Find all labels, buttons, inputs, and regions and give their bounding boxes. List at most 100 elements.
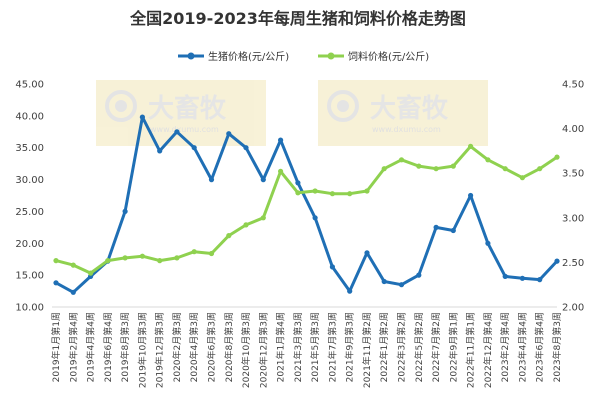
data-point [416,163,422,169]
data-point [105,258,111,264]
data-point [381,278,387,285]
data-point [70,289,76,295]
y-left-tick-label: 40.00 [15,111,44,122]
data-point [537,277,543,283]
x-tick-label: 2020年8月第3周 [223,312,235,382]
data-point [278,137,284,143]
data-point [70,262,76,268]
watermark-left-logo-dot [115,100,127,112]
data-point [208,177,215,183]
y-right-tick-label: 4.00 [562,124,584,135]
data-point [191,249,197,255]
data-point [398,157,405,163]
data-point [485,157,491,163]
data-point [122,208,128,214]
data-point [381,166,387,172]
data-point [208,250,215,257]
x-axis: 2019年1月第1周 2019年2月第4周 2019年4月第4周 2019年6月第4周… [50,312,563,388]
x-tick-label: 2020年6月第3周 [205,312,217,382]
legend-entry-feed: 饲料价格(元/公斤) [318,50,429,63]
data-point [485,240,491,246]
data-point [243,145,249,151]
data-point [278,168,284,174]
data-point [312,215,318,221]
data-point [226,131,232,137]
x-tick-label: 2022年12月第4周 [482,312,494,388]
data-point [433,224,439,230]
legend-feed-label: 饲料价格(元/公斤) [348,50,429,63]
x-tick-label: 2019年4月第4周 [85,312,97,382]
x-tick-label: 2023年6月第4周 [534,312,546,382]
y-left-tick-label: 15.00 [15,271,44,282]
data-point [88,270,94,276]
watermark-right-logo-text: 大畜牧 [370,93,449,124]
legend-pig-label: 生猪价格(元/公斤) [208,50,289,63]
x-tick-label: 2020年10月第3周 [240,312,252,388]
data-point [260,177,266,183]
x-tick-label: 2023年2月第4周 [499,312,511,382]
x-tick-label: 2023年4月第4周 [516,312,528,382]
data-point [329,264,335,270]
x-tick-label: 2022年7月第2周 [430,312,442,382]
data-point [139,253,145,259]
watermark-right-url: www.dxumu.com [372,125,441,134]
x-tick-label: 2019年10月第3周 [136,312,148,388]
x-tick-label: 2019年12月第3周 [154,312,166,388]
data-point [139,114,145,120]
watermark-right-logo-dot [337,100,349,112]
data-point [468,192,474,199]
data-point [519,175,526,181]
x-tick-label: 2022年3月第2周 [396,312,408,382]
data-point [157,148,163,154]
data-point [554,154,560,160]
y-right-tick-label: 4.50 [562,80,584,91]
x-tick-label: 2021年7月第3周 [326,312,338,382]
data-point [53,258,59,264]
y-right-tick-label: 2.00 [562,303,584,314]
x-tick-label: 2023年8月第3周 [551,312,563,382]
data-point [295,190,301,196]
watermark-left-url: www.dxumu.com [150,125,219,134]
y-right-tick-label: 3.00 [562,213,584,224]
data-point [433,166,439,172]
data-point [174,255,180,261]
x-tick-label: 2022年5月第2周 [413,312,425,382]
series-layer [53,114,560,295]
series-line [54,144,559,275]
y-right-tick-label: 3.50 [562,169,584,180]
data-point [347,288,353,294]
y-left-tick-label: 45.00 [15,80,44,91]
x-tick-label: 2021年11月第2周 [361,312,373,388]
y-axis-left: 10.00 15.00 20.00 25.00 30.00 35.00 40.00 45.00 [15,80,44,314]
x-tick-label: 2022年11月第1周 [465,312,477,388]
data-point [347,191,353,197]
watermark-right: 大畜牧 www.dxumu.com [318,80,488,146]
legend: 生猪价格(元/公斤) 饲料价格(元/公斤) [178,50,429,63]
data-point [295,180,301,186]
series-line [54,115,559,294]
data-point [260,215,266,221]
x-tick-label: 2021年3月第3周 [292,312,304,382]
x-tick-label: 2020年4月第3周 [188,312,200,382]
data-point [364,250,370,256]
x-tick-label: 2019年1月第1周 [50,312,62,382]
data-point [398,282,405,288]
legend-feed-marker [327,52,335,60]
x-tick-label: 2022年1月第2周 [378,312,390,382]
legend-pig-marker [187,52,195,60]
data-point [226,233,232,239]
y-left-tick-label: 20.00 [15,239,44,250]
x-tick-label: 2021年9月第3周 [344,312,356,382]
x-tick-label: 2021年5月第3周 [309,312,321,382]
data-point [468,143,474,149]
data-point [122,255,128,261]
x-tick-label: 2019年6月第4周 [102,312,114,382]
x-tick-label: 2022年9月第1周 [447,312,459,382]
data-point [450,227,456,234]
data-point [364,188,370,194]
series-1 [53,143,560,276]
chart-title: 全国2019-2023年每周生猪和饲料价格走势图 [129,9,466,28]
data-point [519,275,526,281]
data-point [53,280,59,286]
